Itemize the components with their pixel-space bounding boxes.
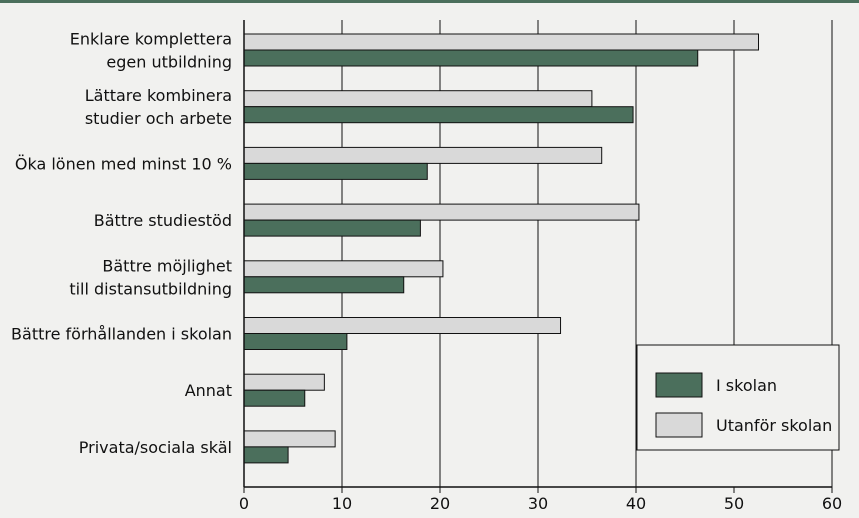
category-label-1-0: Lättare kombinera <box>85 86 232 105</box>
bar-i-skolan-4 <box>243 276 405 294</box>
tick-label-60: 60 <box>822 494 842 513</box>
bar-i-skolan-3 <box>243 219 421 237</box>
category-label-4-0: Bättre möjlighet <box>102 256 232 275</box>
tick-label-40: 40 <box>626 494 646 513</box>
bar-utanf-r-skolan-2 <box>243 146 603 164</box>
bar-utanf-r-skolan-0 <box>243 33 759 51</box>
category-label-4-1: till distansutbildning <box>69 279 232 298</box>
tick-label-50: 50 <box>724 494 744 513</box>
x-axis: 0 10 20 30 40 50 60 <box>239 20 842 513</box>
category-label-0-1: egen utbildning <box>106 53 232 72</box>
bar-utanf-r-skolan-6 <box>243 373 325 391</box>
legend-swatch-i-skolan <box>655 372 703 398</box>
bar-i-skolan-6 <box>243 389 306 407</box>
bars <box>243 33 759 464</box>
category-label-5-0: Bättre förhållanden i skolan <box>11 325 232 344</box>
legend-label-utanf-r-skolan: Utanför skolan <box>716 416 832 435</box>
bar-i-skolan-5 <box>243 333 348 350</box>
bar-utanf-r-skolan-7 <box>243 430 336 448</box>
legend-swatch-utanf-r-skolan <box>655 412 703 438</box>
category-label-1-1: studier och arbete <box>85 109 232 128</box>
category-label-6-0: Annat <box>185 381 232 400</box>
top-rule <box>0 0 859 3</box>
category-label-2-0: Öka lönen med minst 10 % <box>15 154 232 173</box>
tick-label-20: 20 <box>430 494 450 513</box>
tick-label-30: 30 <box>528 494 548 513</box>
bar-i-skolan-1 <box>243 106 634 124</box>
bar-i-skolan-2 <box>243 162 428 180</box>
legend: I skolan Utanför skolan <box>636 344 840 451</box>
bar-utanf-r-skolan-5 <box>243 317 562 334</box>
bar-utanf-r-skolan-4 <box>243 260 444 278</box>
category-label-3-0: Bättre studiestöd <box>94 211 232 230</box>
bar-utanf-r-skolan-3 <box>243 203 640 221</box>
legend-label-i-skolan: I skolan <box>716 376 777 395</box>
category-label-7-0: Privata/sociala skäl <box>79 438 232 457</box>
tick-label-10: 10 <box>332 494 352 513</box>
bar-i-skolan-0 <box>243 49 699 67</box>
category-labels: Enklare komplettera egen utbildning Lättar… <box>11 30 232 457</box>
bar-i-skolan-7 <box>243 446 289 464</box>
bar-utanf-r-skolan-1 <box>243 90 593 108</box>
category-label-0-0: Enklare komplettera <box>70 30 232 49</box>
tick-label-0: 0 <box>239 494 249 513</box>
